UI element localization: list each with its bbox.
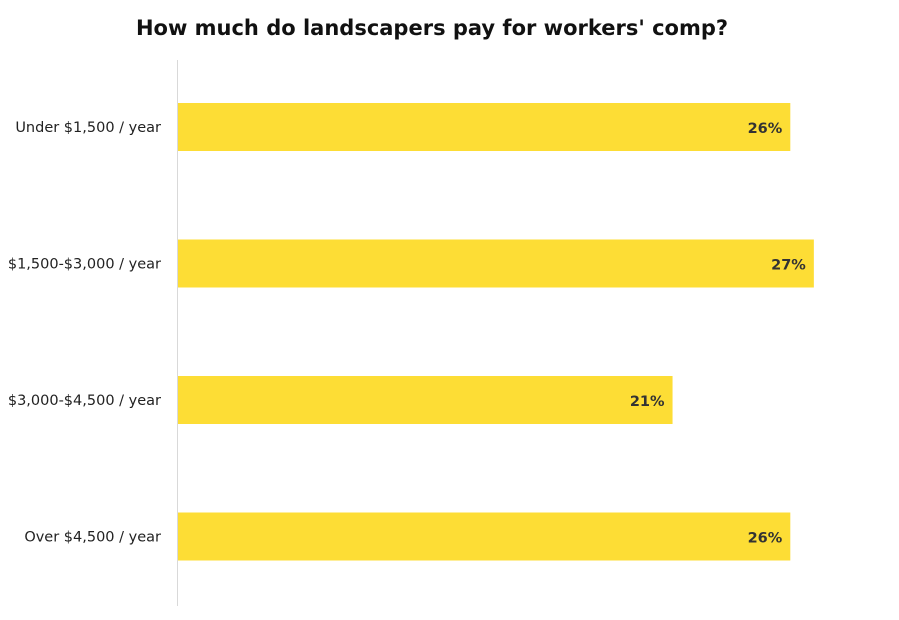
category-label-2: $3,000-$4,500 / year <box>8 393 161 409</box>
bar-2 <box>178 376 673 424</box>
value-label-3: 26% <box>748 531 783 547</box>
bar-0 <box>178 103 791 151</box>
bar-1 <box>178 239 814 288</box>
category-label-0: Under $1,500 / year <box>15 120 161 136</box>
chart-title: How much do landscapers pay for workers'… <box>136 16 728 40</box>
value-label-1: 27% <box>771 258 806 274</box>
value-label-0: 26% <box>748 121 783 137</box>
category-label-1: $1,500-$3,000 / year <box>8 257 161 273</box>
value-label-2: 21% <box>630 394 665 410</box>
bars-group: Under $1,500 / year 26% $1,500-$3,000 / ye… <box>8 103 814 561</box>
category-label-3: Over $4,500 / year <box>24 530 161 546</box>
bar-3 <box>178 512 791 561</box>
